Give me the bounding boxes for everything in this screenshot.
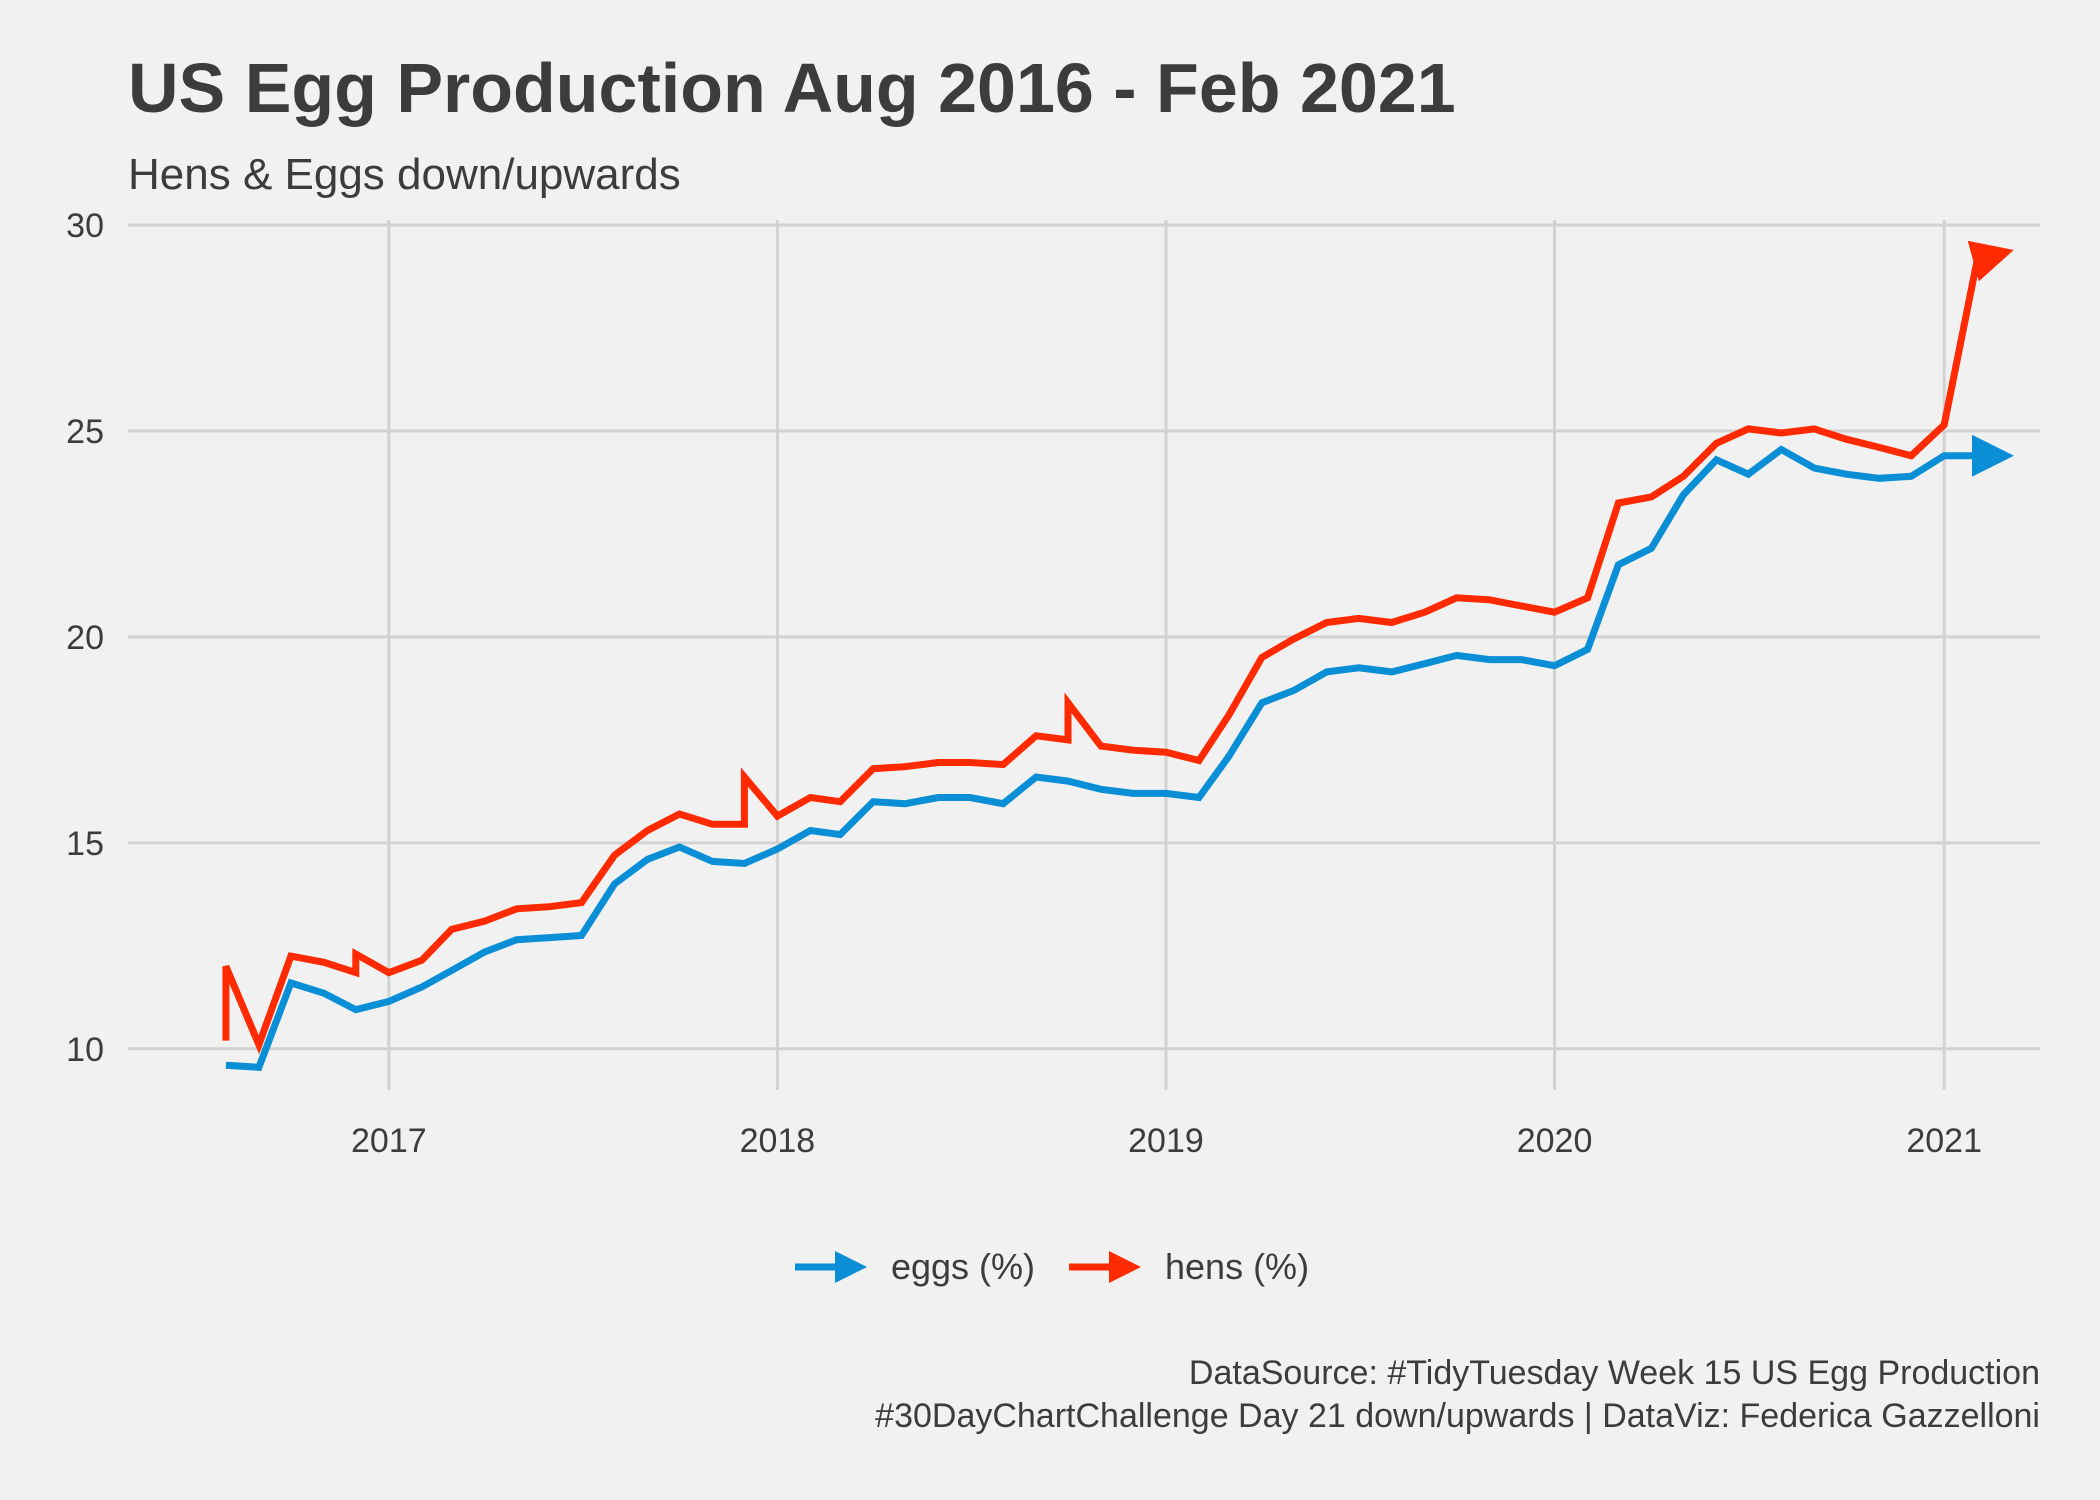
x-tick-label: 2018 (740, 1122, 816, 1160)
legend-label-hens: hens (%) (1165, 1246, 1310, 1287)
x-tick-label: 2019 (1128, 1122, 1204, 1160)
caption-line-source: DataSource: #TidyTuesday Week 15 US Egg … (1188, 1354, 2040, 1392)
y-tick-label: 25 (66, 413, 104, 451)
caption: DataSource: #TidyTuesday Week 15 US Egg … (875, 1352, 2040, 1438)
series-lines (222, 240, 2014, 1071)
axis-tick-labels: 10 15 20 25 30 2017 2018 2019 2020 2021 (66, 207, 1982, 1160)
chart-subtitle: Hens & Eggs down/upwards (128, 150, 681, 199)
legend-label-eggs: eggs (%) (890, 1246, 1035, 1287)
y-tick-label: 15 (66, 825, 104, 863)
series-line-hens (222, 240, 2014, 1055)
legend-key-eggs-arrow-icon (794, 1251, 867, 1283)
legend-item-hens: hens (%) (1065, 1245, 1309, 1289)
x-tick-label: 2021 (1906, 1122, 1982, 1160)
y-tick-label: 10 (66, 1031, 104, 1069)
chart-title: US Egg Production Aug 2016 - Feb 2021 (128, 49, 1456, 127)
y-tick-label: 20 (66, 619, 104, 657)
x-tick-label: 2020 (1517, 1122, 1593, 1160)
caption-line-credit: #30DayChartChallenge Day 21 down/upwards… (875, 1397, 2040, 1435)
grid-lines (128, 220, 2040, 1090)
y-tick-label: 30 (66, 207, 104, 245)
legend: eggs (%) hens (%) (0, 1245, 2100, 1289)
x-tick-label: 2017 (351, 1122, 427, 1160)
legend-key-hens-arrow-icon (1069, 1251, 1141, 1283)
series-line-eggs (225, 434, 2014, 1071)
legend-item-eggs: eggs (%) (791, 1245, 1035, 1289)
